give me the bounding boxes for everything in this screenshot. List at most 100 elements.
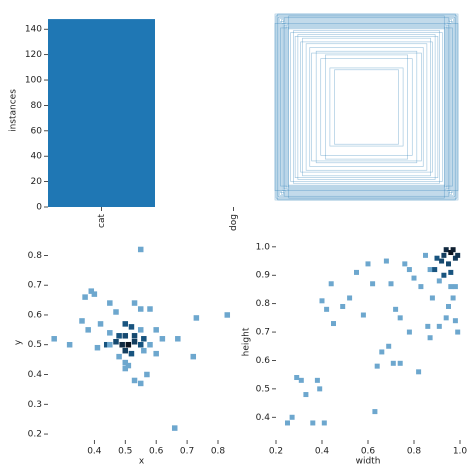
hist-cell [144,371,150,378]
hist-cell [436,278,442,284]
hist-cell [131,377,138,384]
hist-cell [128,324,135,330]
hist-cell [406,267,412,273]
y-tick-label: 0.6 [256,356,271,366]
box [302,37,431,177]
y-tick-label: 20 [31,177,43,187]
box [329,67,404,147]
hist-cell [125,362,132,369]
hist-cell [441,272,447,278]
hist-cell [116,353,122,360]
hist-cell [406,329,412,335]
hist-cell [153,327,159,333]
hist-cell [324,306,330,312]
hist-cell [193,315,200,321]
y-tick-label: 0.8 [256,299,271,309]
hist-cell [443,315,449,321]
hist-cell [411,275,417,281]
box [283,17,450,197]
box [300,41,433,173]
hist-cell [175,336,181,342]
hist-cell [370,281,376,287]
y-tick-label: 120 [25,50,42,60]
hist-cell [137,306,144,312]
hist-cell [91,291,98,297]
hist-cell [122,365,129,372]
box [280,27,453,187]
hist-cell [390,360,396,366]
box [309,47,424,167]
y-tick-label: 100 [25,76,42,86]
hist-cell [159,336,166,342]
x-axis-label: width [356,457,381,467]
x-tick-label: 0.5 [118,447,132,457]
hist-cell [427,335,433,341]
box [282,20,451,194]
box [280,21,453,193]
box [282,22,451,191]
hist-cell [141,347,147,354]
x-tick-label: 1.0 [453,447,468,457]
hist-cell [379,349,385,355]
y-tick-label: 80 [31,101,43,111]
hist-cell [374,363,380,369]
y-tick-label: 0.5 [256,384,270,394]
hist-cell [51,336,57,342]
x-tick-label: cat [97,214,107,228]
box [288,25,445,189]
hist-cell [402,261,408,267]
box [292,30,440,184]
y-tick-label: 0 [36,203,42,213]
hist-cell [66,341,73,348]
hist-cell [289,414,295,420]
hist-cell [452,284,458,290]
hist-cell [153,350,159,357]
hist-cell [365,261,371,267]
hist-cell [450,295,456,301]
hist-cell [448,284,454,290]
hist-cell [450,247,456,253]
hist-cell [446,261,451,267]
x-tick-label: 0.6 [149,447,164,457]
hist-cell [294,375,300,381]
y-axis-label: height [242,327,252,356]
box [278,16,455,198]
hist-cell [317,386,323,392]
hist-cell [171,425,178,431]
y-tick-label: 0.9 [256,271,271,281]
hist-cell [397,360,403,366]
hist-cell [328,281,334,287]
hist-cell [455,252,461,258]
hist-cell [423,252,428,258]
box [283,24,450,190]
x-tick-label: 0.2 [269,447,283,457]
box [284,22,449,192]
hist-cell [122,333,129,339]
box [297,34,436,180]
hist-cell [103,341,110,348]
box [277,13,456,201]
y-tick-label: 0.7 [256,328,270,338]
x-axis-label: x [139,457,145,467]
hist-cell [383,258,389,264]
hist-cell [455,329,461,335]
hist-cell [436,323,442,329]
hist-cell [298,377,304,383]
hist-cell [137,380,144,387]
y-tick-label: 0.5 [28,340,42,350]
box [315,50,418,164]
hist-cell [88,288,95,294]
box [320,58,413,156]
hist-cell [137,246,144,253]
y-axis-label: instances [9,89,19,132]
hist-cell [125,341,132,348]
hist-cell [94,344,101,351]
hist-cell [434,255,440,261]
hist-cell [131,333,138,339]
hist-cell [137,341,144,348]
hist-cell [82,294,88,300]
x-tick-label: 0.4 [87,447,102,457]
hist-cell [331,321,336,327]
hist-cell [446,303,451,309]
